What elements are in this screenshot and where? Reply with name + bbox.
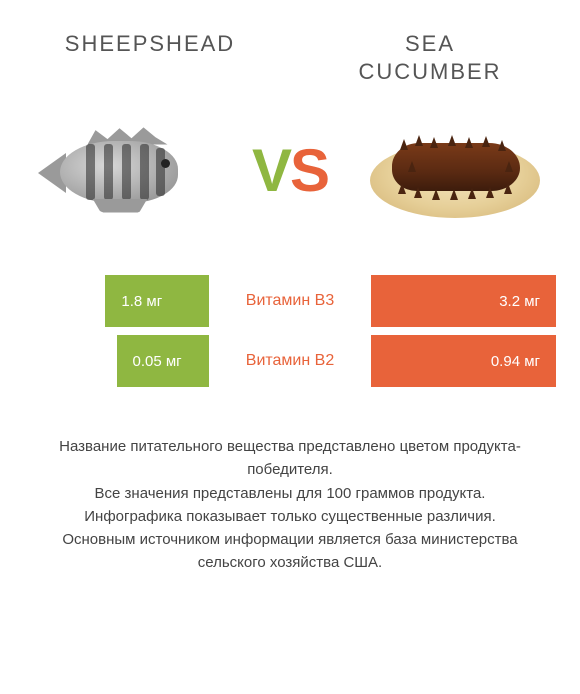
left-bar-value: 1.8 мг [105,275,209,327]
images-row: VS [0,85,580,265]
right-bar-cell: 3.2 мг [371,275,556,327]
right-product-title: Sea cucumber [330,30,530,85]
left-product-image [30,105,220,235]
footnote: Название питательного вещества представл… [0,395,580,575]
footnote-line: Название питательного вещества представл… [40,435,540,482]
nutrient-row: 1.8 мгВитамин B33.2 мг [24,275,556,327]
left-product-title: Sheepshead [50,30,250,85]
vs-badge: VS [245,125,335,215]
nutrient-label: Витамин B2 [209,335,371,387]
footnote-line: Инфографика показывает только существенн… [40,505,540,528]
left-bar-value: 0.05 мг [117,335,210,387]
right-bar-value: 3.2 мг [371,275,556,327]
vs-label: VS [252,136,328,205]
header-row: Sheepshead Sea cucumber [0,0,580,85]
nutrient-rows: 1.8 мгВитамин B33.2 мг 0.05 мгВитамин B20… [0,265,580,387]
nutrient-label: Витамин B3 [209,275,371,327]
footnote-line: Все значения представлены для 100 граммо… [40,482,540,505]
sea-cucumber-icon [370,125,540,215]
footnote-line: Основным источником информации является … [40,528,540,575]
right-bar-cell: 0.94 мг [371,335,556,387]
right-bar-value: 0.94 мг [371,335,556,387]
left-bar-cell: 1.8 мг [24,275,209,327]
nutrient-row: 0.05 мгВитамин B20.94 мг [24,335,556,387]
fish-icon [38,123,213,218]
right-product-image [360,105,550,235]
left-bar-cell: 0.05 мг [24,335,209,387]
